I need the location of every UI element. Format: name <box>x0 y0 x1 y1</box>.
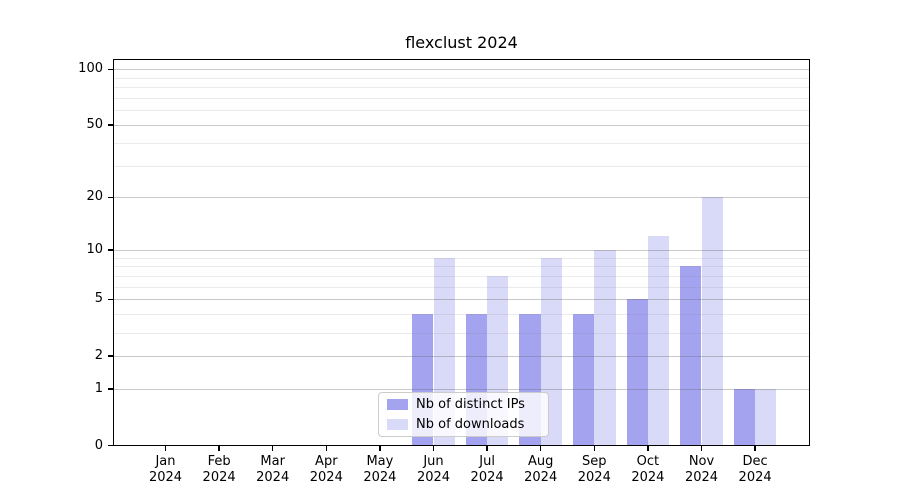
bar-downloads-dec <box>755 389 777 446</box>
x-tick-month: May <box>366 454 394 469</box>
y-tick-label-50: 50 <box>86 117 103 133</box>
x-tick-label-may: May 2024 <box>348 454 412 485</box>
y-tick-0 <box>108 444 113 447</box>
x-tick-month: Mar <box>260 454 285 469</box>
x-tick-year: 2024 <box>202 469 236 485</box>
x-tick-year: 2024 <box>524 469 558 485</box>
bar-ips-dec <box>733 389 756 446</box>
x-tick-mar <box>272 446 274 451</box>
x-tick-year: 2024 <box>416 469 451 485</box>
x-tick-jun <box>432 446 435 451</box>
x-tick-label-jun: Jun 2024 <box>402 454 466 485</box>
y-tick-100 <box>108 68 113 71</box>
bar-ips-sep <box>572 314 595 446</box>
bar-ips-nov <box>680 266 702 446</box>
y-tick-5 <box>108 298 113 301</box>
legend-item-downloads: Nb of downloads <box>379 417 548 433</box>
y-tick-2 <box>108 355 113 357</box>
x-tick-year: 2024 <box>363 469 397 485</box>
x-tick-year: 2024 <box>631 469 665 485</box>
y-tick-label-1: 1 <box>94 381 103 396</box>
y-axis: 0 1 2 5 10 20 50 100 <box>0 59 113 453</box>
x-tick-year: 2024 <box>148 469 183 485</box>
x-tick-month: Apr <box>315 454 338 469</box>
x-tick-year: 2024 <box>577 469 611 485</box>
y-tick-20 <box>108 196 113 199</box>
y-tick-label-20: 20 <box>86 189 103 205</box>
legend-item-distinct-ips: Nb of distinct IPs <box>379 397 548 413</box>
x-tick-month: Sep <box>582 454 607 469</box>
x-tick-sep <box>593 446 595 451</box>
x-tick-label-jan: Jan 2024 <box>134 454 198 485</box>
x-tick-aug <box>540 446 542 451</box>
y-tick-1 <box>108 388 113 390</box>
x-tick-feb <box>218 446 220 451</box>
chart-title: flexclust 2024 <box>405 33 518 52</box>
x-tick-jan <box>164 446 167 451</box>
x-tick-label-feb: Feb 2024 <box>187 454 251 485</box>
x-tick-month: Dec <box>742 454 768 469</box>
y-tick-50 <box>108 124 113 126</box>
y-tick-10 <box>108 249 113 251</box>
bar-downloads-sep <box>594 250 616 446</box>
x-tick-label-sep: Sep 2024 <box>562 454 626 485</box>
y-tick-label-0: 0 <box>94 437 103 453</box>
x-tick-jul <box>486 446 488 451</box>
x-tick-month: Jun <box>423 454 444 469</box>
legend-swatch-distinct-ips <box>387 399 408 410</box>
y-tick-label-5: 5 <box>94 291 103 307</box>
y-tick-label-2: 2 <box>94 347 103 363</box>
y-tick-label-100: 100 <box>78 61 103 77</box>
x-tick-year: 2024 <box>684 469 719 485</box>
legend-label-downloads: Nb of downloads <box>416 417 525 432</box>
x-tick-label-nov: Nov 2024 <box>670 454 734 485</box>
x-tick-month: Aug <box>527 454 554 469</box>
x-axis: Jan 2024 Feb 2024 Mar 2024 Apr 2024 May 2024 Jun 20… <box>113 446 810 500</box>
x-tick-month: Nov <box>688 454 715 469</box>
y-tick-label-10: 10 <box>86 242 103 258</box>
x-tick-year: 2024 <box>309 469 343 485</box>
plot-area <box>113 59 810 446</box>
x-tick-year: 2024 <box>470 469 504 485</box>
bars-layer <box>113 59 810 446</box>
bar-ips-oct <box>626 299 648 446</box>
x-tick-label-dec: Dec 2024 <box>723 454 787 485</box>
x-tick-month: Jul <box>479 454 495 469</box>
x-tick-month: Feb <box>207 454 231 469</box>
x-tick-month: Jan <box>155 454 176 469</box>
x-tick-label-aug: Aug 2024 <box>509 454 573 485</box>
x-tick-label-jul: Jul 2024 <box>455 454 519 485</box>
x-tick-oct <box>647 446 649 451</box>
bar-downloads-nov <box>701 197 723 446</box>
legend: Nb of distinct IPs Nb of downloads <box>378 392 549 437</box>
bar-downloads-oct <box>647 236 670 446</box>
x-tick-label-apr: Apr 2024 <box>294 454 358 485</box>
legend-label-distinct-ips: Nb of distinct IPs <box>416 397 525 412</box>
x-tick-label-mar: Mar 2024 <box>241 454 305 485</box>
x-tick-nov <box>700 446 703 451</box>
x-tick-apr <box>325 446 327 451</box>
x-tick-label-oct: Oct 2024 <box>616 454 680 485</box>
x-tick-dec <box>754 446 756 451</box>
x-tick-month: Oct <box>636 454 660 469</box>
x-tick-may <box>379 446 381 451</box>
x-tick-year: 2024 <box>738 469 772 485</box>
x-tick-year: 2024 <box>256 469 290 485</box>
legend-swatch-downloads <box>387 419 408 430</box>
